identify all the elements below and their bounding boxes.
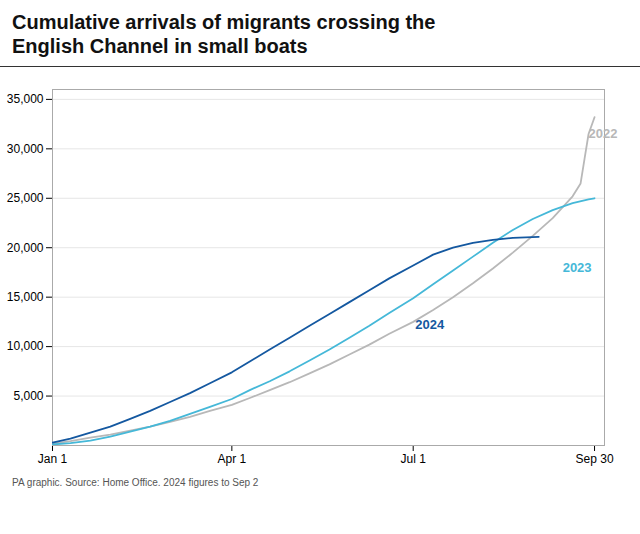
svg-text:5,000: 5,000: [13, 389, 43, 403]
svg-text:10,000: 10,000: [7, 339, 44, 353]
html-text:PA graphic. Source: Home Offic: PA graphic. Source: Home Office. 2024 fi…: [12, 477, 259, 488]
svg-text:35,000: 35,000: [7, 92, 44, 106]
svg-text:Sep 30: Sep 30: [576, 452, 614, 466]
svg-text:25,000: 25,000: [7, 191, 44, 205]
svg-text:2024: 2024: [415, 317, 445, 332]
svg-text:15,000: 15,000: [7, 290, 44, 304]
html-text:English Channel in small boats: English Channel in small boats: [12, 35, 308, 57]
svg-text:30,000: 30,000: [7, 142, 44, 156]
html-text:Cumulative arrivals of migrant: Cumulative arrivals of migrants crossing…: [12, 11, 436, 33]
svg-text:Jan 1: Jan 1: [38, 452, 68, 466]
svg-text:Jul 1: Jul 1: [401, 452, 427, 466]
svg-text:2023: 2023: [563, 260, 592, 275]
svg-text:2022: 2022: [589, 126, 618, 141]
svg-text:20,000: 20,000: [7, 241, 44, 255]
svg-text:Apr 1: Apr 1: [218, 452, 247, 466]
